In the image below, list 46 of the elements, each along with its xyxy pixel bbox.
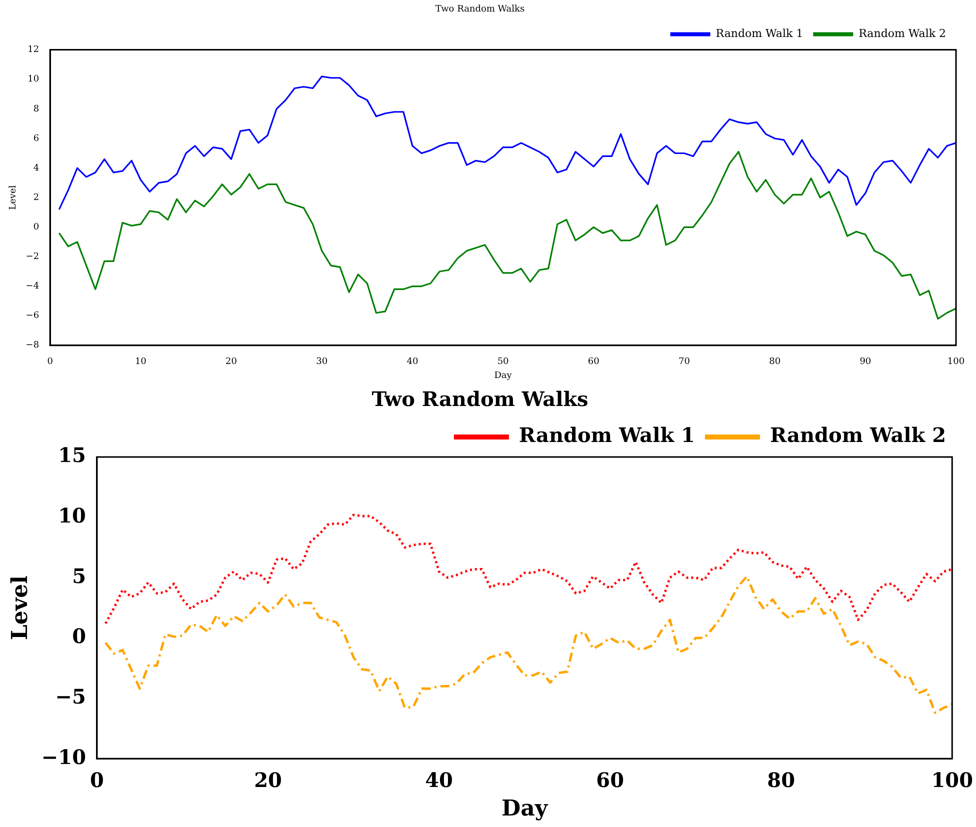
x-tick-label: 60 <box>588 357 600 368</box>
x-tick-label: 20 <box>226 357 238 368</box>
x-tick-label: 40 <box>425 768 453 792</box>
x-tick-label: 100 <box>947 357 965 368</box>
y-tick-label: 0 <box>33 222 40 233</box>
legend-label: Random Walk 2 <box>770 423 946 448</box>
y-tick-label: 12 <box>28 45 40 56</box>
x-tick-label: 70 <box>678 357 690 368</box>
x-axis-title: Day <box>501 796 549 822</box>
x-axis-title: Day <box>494 370 513 381</box>
y-tick-label: 4 <box>33 163 40 174</box>
x-tick-label: 50 <box>497 357 510 368</box>
y-tick-label: 10 <box>58 504 86 528</box>
x-tick-label: 10 <box>134 357 147 368</box>
y-tick-label: 5 <box>72 564 86 588</box>
y-tick-label: 10 <box>28 74 40 85</box>
y-tick-label: 6 <box>33 134 40 144</box>
x-tick-label: 60 <box>596 768 624 792</box>
line-series <box>104 514 952 625</box>
y-tick-label: −5 <box>55 684 86 708</box>
x-tick-label: 90 <box>860 357 872 368</box>
y-tick-label: 8 <box>33 104 40 114</box>
x-tick-label: 100 <box>931 768 973 792</box>
legend-label: Random Walk 1 <box>518 423 695 448</box>
y-tick-label: 15 <box>58 443 86 468</box>
x-tick-label: 0 <box>47 357 54 368</box>
y-tick-label: −10 <box>41 744 86 769</box>
x-tick-label: 80 <box>767 768 796 792</box>
chart-title: Two Random Walks <box>372 387 588 412</box>
legend-label: Random Walk 1 <box>716 27 804 40</box>
y-axis-title: Level <box>6 575 33 640</box>
y-tick-label: −6 <box>26 311 40 322</box>
y-tick-label: −2 <box>26 252 40 262</box>
chart-title: Two Random Walks <box>435 4 525 15</box>
x-tick-label: 30 <box>316 357 328 368</box>
line-series <box>104 575 952 714</box>
y-tick-label: −8 <box>26 340 40 351</box>
x-tick-label: 80 <box>769 357 781 368</box>
y-tick-label: −4 <box>26 282 40 292</box>
y-tick-label: 2 <box>33 192 40 203</box>
x-tick-label: 20 <box>254 768 282 792</box>
x-tick-label: 40 <box>406 357 418 368</box>
legend-label: Random Walk 2 <box>858 27 946 40</box>
x-tick-label: 0 <box>90 768 104 792</box>
y-tick-label: 0 <box>72 624 86 648</box>
y-axis-title: Level <box>8 185 19 210</box>
